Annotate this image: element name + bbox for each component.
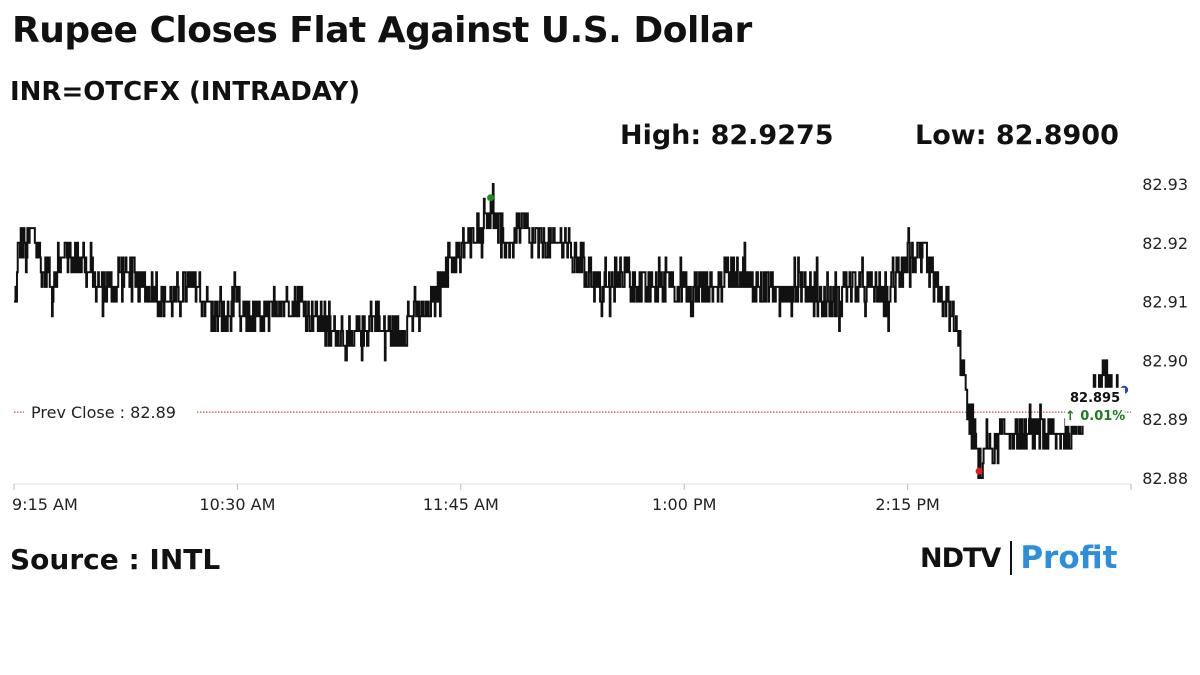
y-tick-label: 82.92 xyxy=(1142,234,1188,253)
ticker-subtitle: INR=OTCFX (INTRADAY) xyxy=(10,77,361,107)
last-price-value: 82.895 xyxy=(1070,391,1120,406)
ndtv-profit-logo: NDTV Profit xyxy=(920,536,1117,580)
day-high-stat: High: 82.9275 xyxy=(620,120,834,151)
high-marker xyxy=(487,194,495,202)
day-low-stat: Low: 82.8900 xyxy=(915,120,1119,151)
last-price-change: ↑ 0.01% xyxy=(1065,409,1126,424)
logo-ndtv-text: NDTV xyxy=(920,542,1001,574)
y-tick-label: 82.90 xyxy=(1142,351,1188,370)
prev-close-label: Prev Close : 82.89 xyxy=(31,403,176,422)
prev-close-group: Prev Close : 82.89 xyxy=(14,401,1131,422)
x-tick-label: 11:45 AM xyxy=(423,495,499,514)
prev-close-label-bg xyxy=(24,401,196,423)
last-price-tooltip-bg xyxy=(1065,387,1126,426)
x-tick-label: 2:15 PM xyxy=(875,495,939,514)
y-tick-label: 82.88 xyxy=(1142,469,1188,488)
x-axis: 9:15 AM 10:30 AM 11:45 AM 1:00 PM 2:15 PM xyxy=(12,483,1132,514)
last-price-tooltip: 82.895 ↑ 0.01% xyxy=(1065,387,1126,426)
chart-title: Rupee Closes Flat Against U.S. Dollar xyxy=(12,10,752,51)
source-note: Source : INTL xyxy=(10,543,221,576)
logo-divider xyxy=(1010,541,1013,575)
price-series-line xyxy=(14,183,1120,479)
x-tick-label: 10:30 AM xyxy=(199,495,275,514)
y-tick-label: 82.93 xyxy=(1142,175,1188,194)
low-marker xyxy=(975,467,983,475)
x-tick-label: 1:00 PM xyxy=(652,495,716,514)
y-axis: 82.93 82.92 82.91 82.90 82.89 82.88 xyxy=(1142,175,1188,488)
x-tick-label: 9:15 AM xyxy=(12,495,78,514)
y-tick-label: 82.89 xyxy=(1142,410,1188,429)
intraday-chart: 82.93 82.92 82.91 82.90 82.89 82.88 9:15 AM 10… xyxy=(12,175,1188,514)
logo-profit-text: Profit xyxy=(1020,540,1118,576)
y-tick-label: 82.91 xyxy=(1142,293,1188,312)
